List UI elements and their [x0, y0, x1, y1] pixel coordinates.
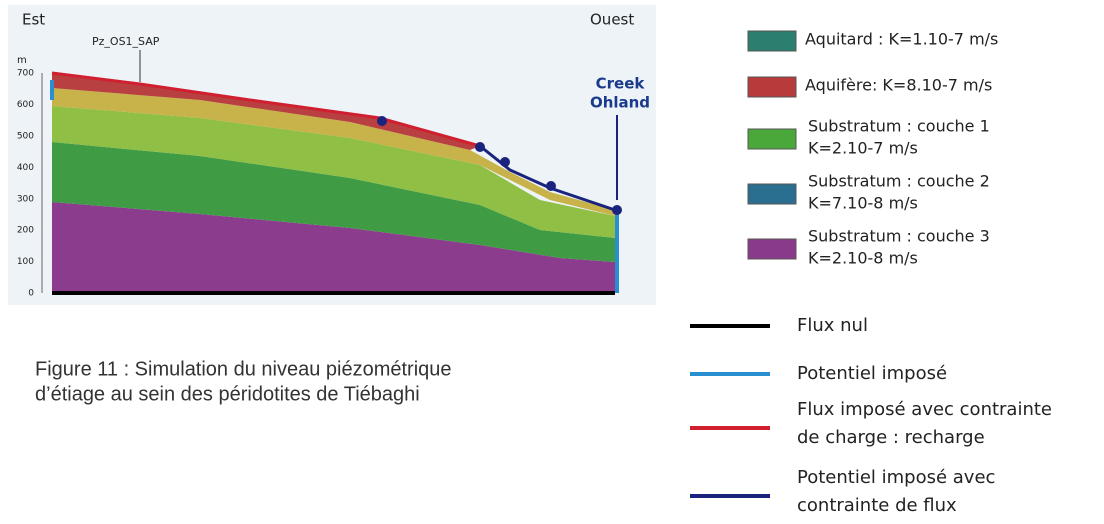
legend-label: contrainte de flux: [797, 495, 957, 516]
legend-label: Aquitard : K=1.10-7 m/s: [805, 30, 998, 49]
piezometer-label: Pz_OS1_SAP: [92, 35, 160, 48]
legend-swatch: [747, 76, 797, 98]
legend-label: Substratum : couche 3: [808, 227, 990, 246]
axis-tick-label: 0: [28, 289, 34, 299]
axis-tick-label: 200: [17, 226, 34, 236]
layer-green-light: [52, 106, 615, 238]
axis-tick-label: 400: [17, 163, 34, 173]
caption: d’étiage au sein des péridotites de Tiéb…: [35, 383, 420, 405]
axis-tick-label: 600: [17, 100, 34, 110]
legend-label: Substratum : couche 1: [808, 117, 990, 136]
axis-tick-label: 700: [17, 69, 34, 79]
recharge-boundary: [51, 71, 481, 148]
legend-swatch: [747, 238, 797, 260]
caption: Figure 11 : Simulation du niveau piézomé…: [35, 358, 452, 380]
axis-tick-label: 500: [17, 132, 34, 142]
legend-label: Flux nul: [797, 315, 868, 336]
cross-section: [41, 50, 622, 295]
legend-label: Flux imposé avec contrainte: [797, 399, 1052, 420]
outlets: [377, 116, 622, 215]
legend-swatch: [747, 128, 797, 150]
layer-couche1: [52, 142, 615, 262]
layer-couche3: [52, 202, 615, 293]
axis-tick-label: 300: [17, 194, 34, 204]
legend-label: Aquifère: K=8.10-7 m/s: [805, 76, 992, 95]
legend-label: Potentiel imposé avec: [797, 467, 995, 488]
axis-tick-label: 100: [17, 257, 34, 267]
legend: Aquitard : K=1.10-7 m/s Aquifère: K=8.10-…: [690, 30, 1052, 516]
legend-label: K=7.10-8 m/s: [808, 194, 918, 213]
axis-ticks: 0 100 200 300 400 500 600 700: [17, 69, 34, 299]
right-label: Ouest: [590, 11, 634, 29]
legend-swatch: [747, 183, 797, 205]
layer-aquifere: [52, 73, 480, 150]
legend-label: de charge : recharge: [797, 427, 985, 448]
creek-label: Creek: [596, 75, 646, 93]
legend-label: Potentiel imposé: [797, 363, 947, 384]
axis-unit: m: [17, 55, 27, 66]
flux-boundary: [479, 144, 616, 212]
layer-yellow: [52, 88, 615, 216]
legend-swatch: [747, 30, 797, 52]
legend-label: K=2.10-8 m/s: [808, 249, 918, 268]
legend-label: K=2.10-7 m/s: [808, 139, 918, 158]
creek-label: Ohland: [590, 94, 650, 112]
legend-label: Substratum : couche 2: [808, 172, 990, 191]
left-label: Est: [22, 11, 45, 29]
